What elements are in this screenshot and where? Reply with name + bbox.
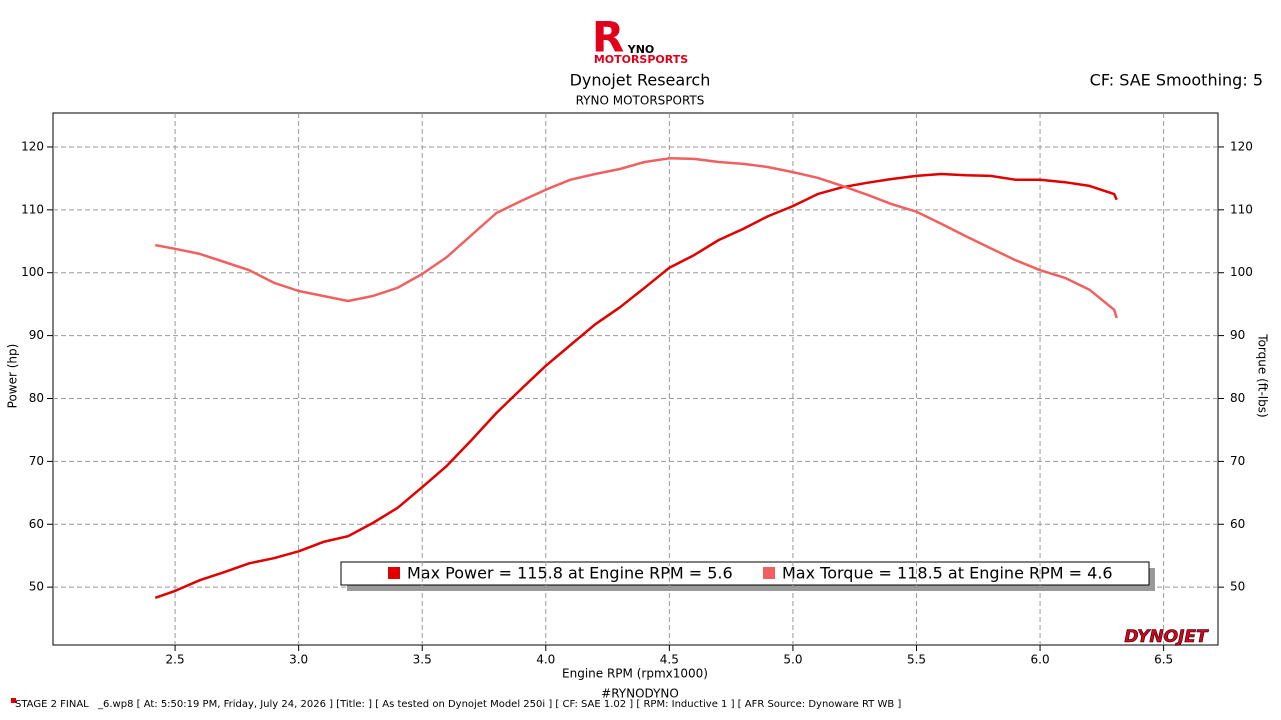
footer-run: STAGE 2 FINAL — [15, 699, 89, 710]
hashtag: #RYNODYNO — [601, 687, 679, 701]
subtitle: RYNO MOTORSPORTS — [576, 94, 705, 108]
brand-logo: DYNOJET — [1124, 627, 1209, 647]
x-tick-label: 4.5 — [660, 653, 679, 667]
footer-details: _6.wp8 [ At: 5:50:19 PM, Friday, July 24… — [97, 699, 901, 710]
legend-box — [340, 561, 1150, 586]
title: Dynojet Research — [570, 71, 711, 90]
legend-label: Max Power = 115.8 at Engine RPM = 5.6 — [407, 564, 733, 583]
data-line — [155, 157, 1118, 319]
y2-tick-label: 120 — [1230, 139, 1253, 153]
legend-label: Max Torque = 118.5 at Engine RPM = 4.6 — [782, 564, 1113, 583]
x-tick-label: 5.5 — [907, 653, 926, 667]
y2-tick-label: 100 — [1230, 265, 1253, 279]
footer-marker — [11, 698, 16, 703]
settings: CF: SAE Smoothing: 5 — [1090, 71, 1263, 90]
x-tick-label: 5.0 — [783, 653, 802, 667]
y2-tick-label: 80 — [1230, 391, 1245, 405]
y-tick-label: 60 — [29, 517, 44, 531]
plot-frame — [52, 112, 1219, 646]
data-line — [154, 172, 1118, 599]
y2-tick-label: 110 — [1230, 202, 1253, 216]
x-tick-label: 6.5 — [1154, 653, 1173, 667]
x-tick-label: 3.0 — [289, 653, 308, 667]
x-axis-label: Engine RPM (rpmx1000) — [562, 667, 708, 681]
y2-tick-label: 60 — [1230, 517, 1245, 531]
y2-tick-label: 70 — [1230, 454, 1245, 468]
logo-name: YNO — [627, 43, 655, 56]
y2-axis-label: Torque (ft-lbs) — [1256, 333, 1270, 417]
y2-tick-label: 90 — [1230, 328, 1245, 342]
y-tick-label: 90 — [29, 328, 44, 342]
y-tick-label: 50 — [29, 580, 44, 594]
y-tick-label: 120 — [21, 139, 44, 153]
y-tick-label: 70 — [29, 454, 44, 468]
x-tick-label: 3.5 — [413, 653, 432, 667]
x-tick-label: 6.0 — [1031, 653, 1050, 667]
logo-sub: MOTORSPORTS — [594, 53, 688, 66]
x-tick-label: 4.0 — [536, 653, 555, 667]
y-tick-label: 100 — [21, 265, 44, 279]
legend-swatch — [763, 567, 775, 579]
y-tick-label: 110 — [21, 202, 44, 216]
y-axis-label: Power (hp) — [6, 344, 20, 409]
logo-letter: R — [592, 13, 624, 62]
y2-tick-label: 50 — [1230, 580, 1245, 594]
legend-swatch — [388, 567, 400, 579]
x-tick-label: 2.5 — [166, 653, 185, 667]
y-tick-label: 80 — [29, 391, 44, 405]
